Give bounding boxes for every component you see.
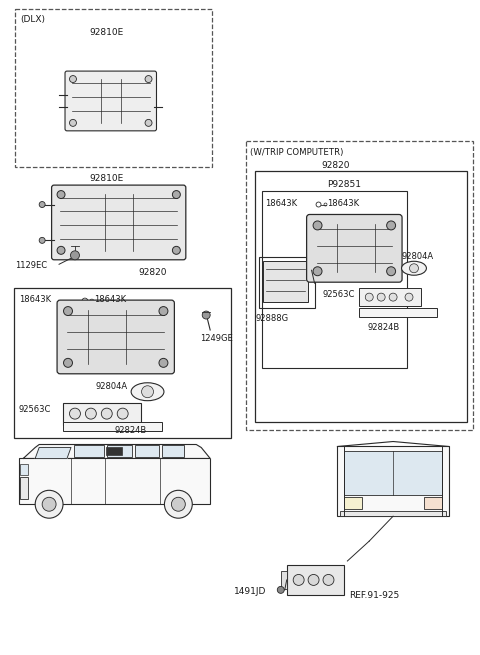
Circle shape	[145, 75, 152, 83]
Text: 92888G: 92888G	[256, 314, 289, 323]
Circle shape	[389, 293, 397, 301]
Text: 1129EC: 1129EC	[15, 261, 48, 271]
Text: 1249GE: 1249GE	[200, 334, 233, 343]
Bar	[14, 288, 231, 438]
Circle shape	[145, 119, 152, 126]
Bar	[360, 288, 421, 306]
Circle shape	[323, 574, 334, 586]
Bar	[63, 422, 162, 430]
Circle shape	[35, 491, 63, 518]
Polygon shape	[23, 445, 210, 458]
Circle shape	[70, 119, 76, 126]
Bar	[107, 445, 132, 457]
Circle shape	[70, 75, 76, 83]
Text: 92824B: 92824B	[367, 323, 399, 332]
Text: 92820: 92820	[139, 269, 167, 277]
Text: 92824B: 92824B	[115, 426, 147, 434]
Bar	[424, 497, 442, 509]
Bar	[20, 477, 28, 499]
Circle shape	[405, 293, 413, 301]
FancyBboxPatch shape	[307, 214, 402, 282]
Text: 18643K: 18643K	[265, 198, 297, 208]
Circle shape	[171, 497, 185, 511]
Circle shape	[202, 311, 210, 319]
Text: 92563C: 92563C	[323, 290, 355, 299]
Bar	[344, 451, 442, 495]
Ellipse shape	[131, 383, 164, 401]
Circle shape	[277, 586, 284, 593]
Circle shape	[57, 191, 65, 198]
Bar	[106, 447, 122, 455]
Circle shape	[313, 221, 322, 230]
Text: 1491JD: 1491JD	[234, 587, 266, 596]
Circle shape	[172, 246, 180, 254]
Bar	[19, 458, 210, 504]
Circle shape	[85, 408, 96, 419]
Bar	[20, 464, 28, 476]
Circle shape	[165, 491, 192, 518]
Bar	[15, 9, 212, 166]
Circle shape	[387, 267, 396, 276]
Text: 18643K: 18643K	[327, 198, 360, 208]
Text: 92563C: 92563C	[18, 405, 51, 414]
Circle shape	[313, 267, 322, 276]
Circle shape	[101, 408, 112, 419]
Text: 92804A: 92804A	[96, 382, 128, 391]
Circle shape	[71, 251, 79, 260]
Bar	[74, 445, 104, 457]
Circle shape	[159, 307, 168, 316]
Bar	[263, 261, 308, 302]
Bar	[162, 445, 184, 457]
Circle shape	[409, 264, 419, 272]
Circle shape	[142, 386, 154, 398]
Text: (W/TRIP COMPUTETR): (W/TRIP COMPUTETR)	[250, 148, 343, 157]
Circle shape	[377, 293, 385, 301]
Bar	[246, 141, 473, 430]
Circle shape	[293, 574, 304, 586]
Circle shape	[63, 358, 72, 367]
FancyBboxPatch shape	[65, 71, 156, 131]
Text: (DLX): (DLX)	[20, 15, 45, 24]
Circle shape	[387, 221, 396, 230]
Circle shape	[57, 246, 65, 254]
Bar	[63, 403, 141, 424]
Bar	[344, 497, 362, 509]
Circle shape	[42, 497, 56, 511]
Bar	[255, 171, 467, 422]
Bar	[287, 565, 344, 595]
Text: P92851: P92851	[327, 179, 361, 189]
Text: 18643K: 18643K	[94, 295, 126, 304]
Circle shape	[70, 408, 81, 419]
Text: 92804A: 92804A	[401, 252, 433, 261]
Text: REF.91-925: REF.91-925	[349, 591, 400, 600]
Bar	[340, 511, 446, 516]
Bar	[281, 571, 287, 589]
Circle shape	[63, 307, 72, 316]
Bar	[337, 447, 449, 516]
Bar	[262, 191, 407, 368]
Circle shape	[117, 408, 128, 419]
FancyBboxPatch shape	[51, 185, 186, 260]
Circle shape	[159, 358, 168, 367]
FancyBboxPatch shape	[57, 300, 174, 374]
Ellipse shape	[402, 261, 426, 275]
Text: 92820: 92820	[322, 160, 350, 170]
Circle shape	[365, 293, 373, 301]
Bar	[360, 308, 437, 317]
Text: 92810E: 92810E	[89, 174, 123, 183]
Bar	[134, 445, 159, 457]
Circle shape	[39, 202, 45, 208]
Circle shape	[39, 237, 45, 244]
Text: 92810E: 92810E	[89, 28, 123, 37]
Text: 18643K: 18643K	[19, 295, 51, 304]
Circle shape	[308, 574, 319, 586]
Bar	[259, 257, 314, 308]
Polygon shape	[35, 447, 71, 458]
Circle shape	[172, 191, 180, 198]
